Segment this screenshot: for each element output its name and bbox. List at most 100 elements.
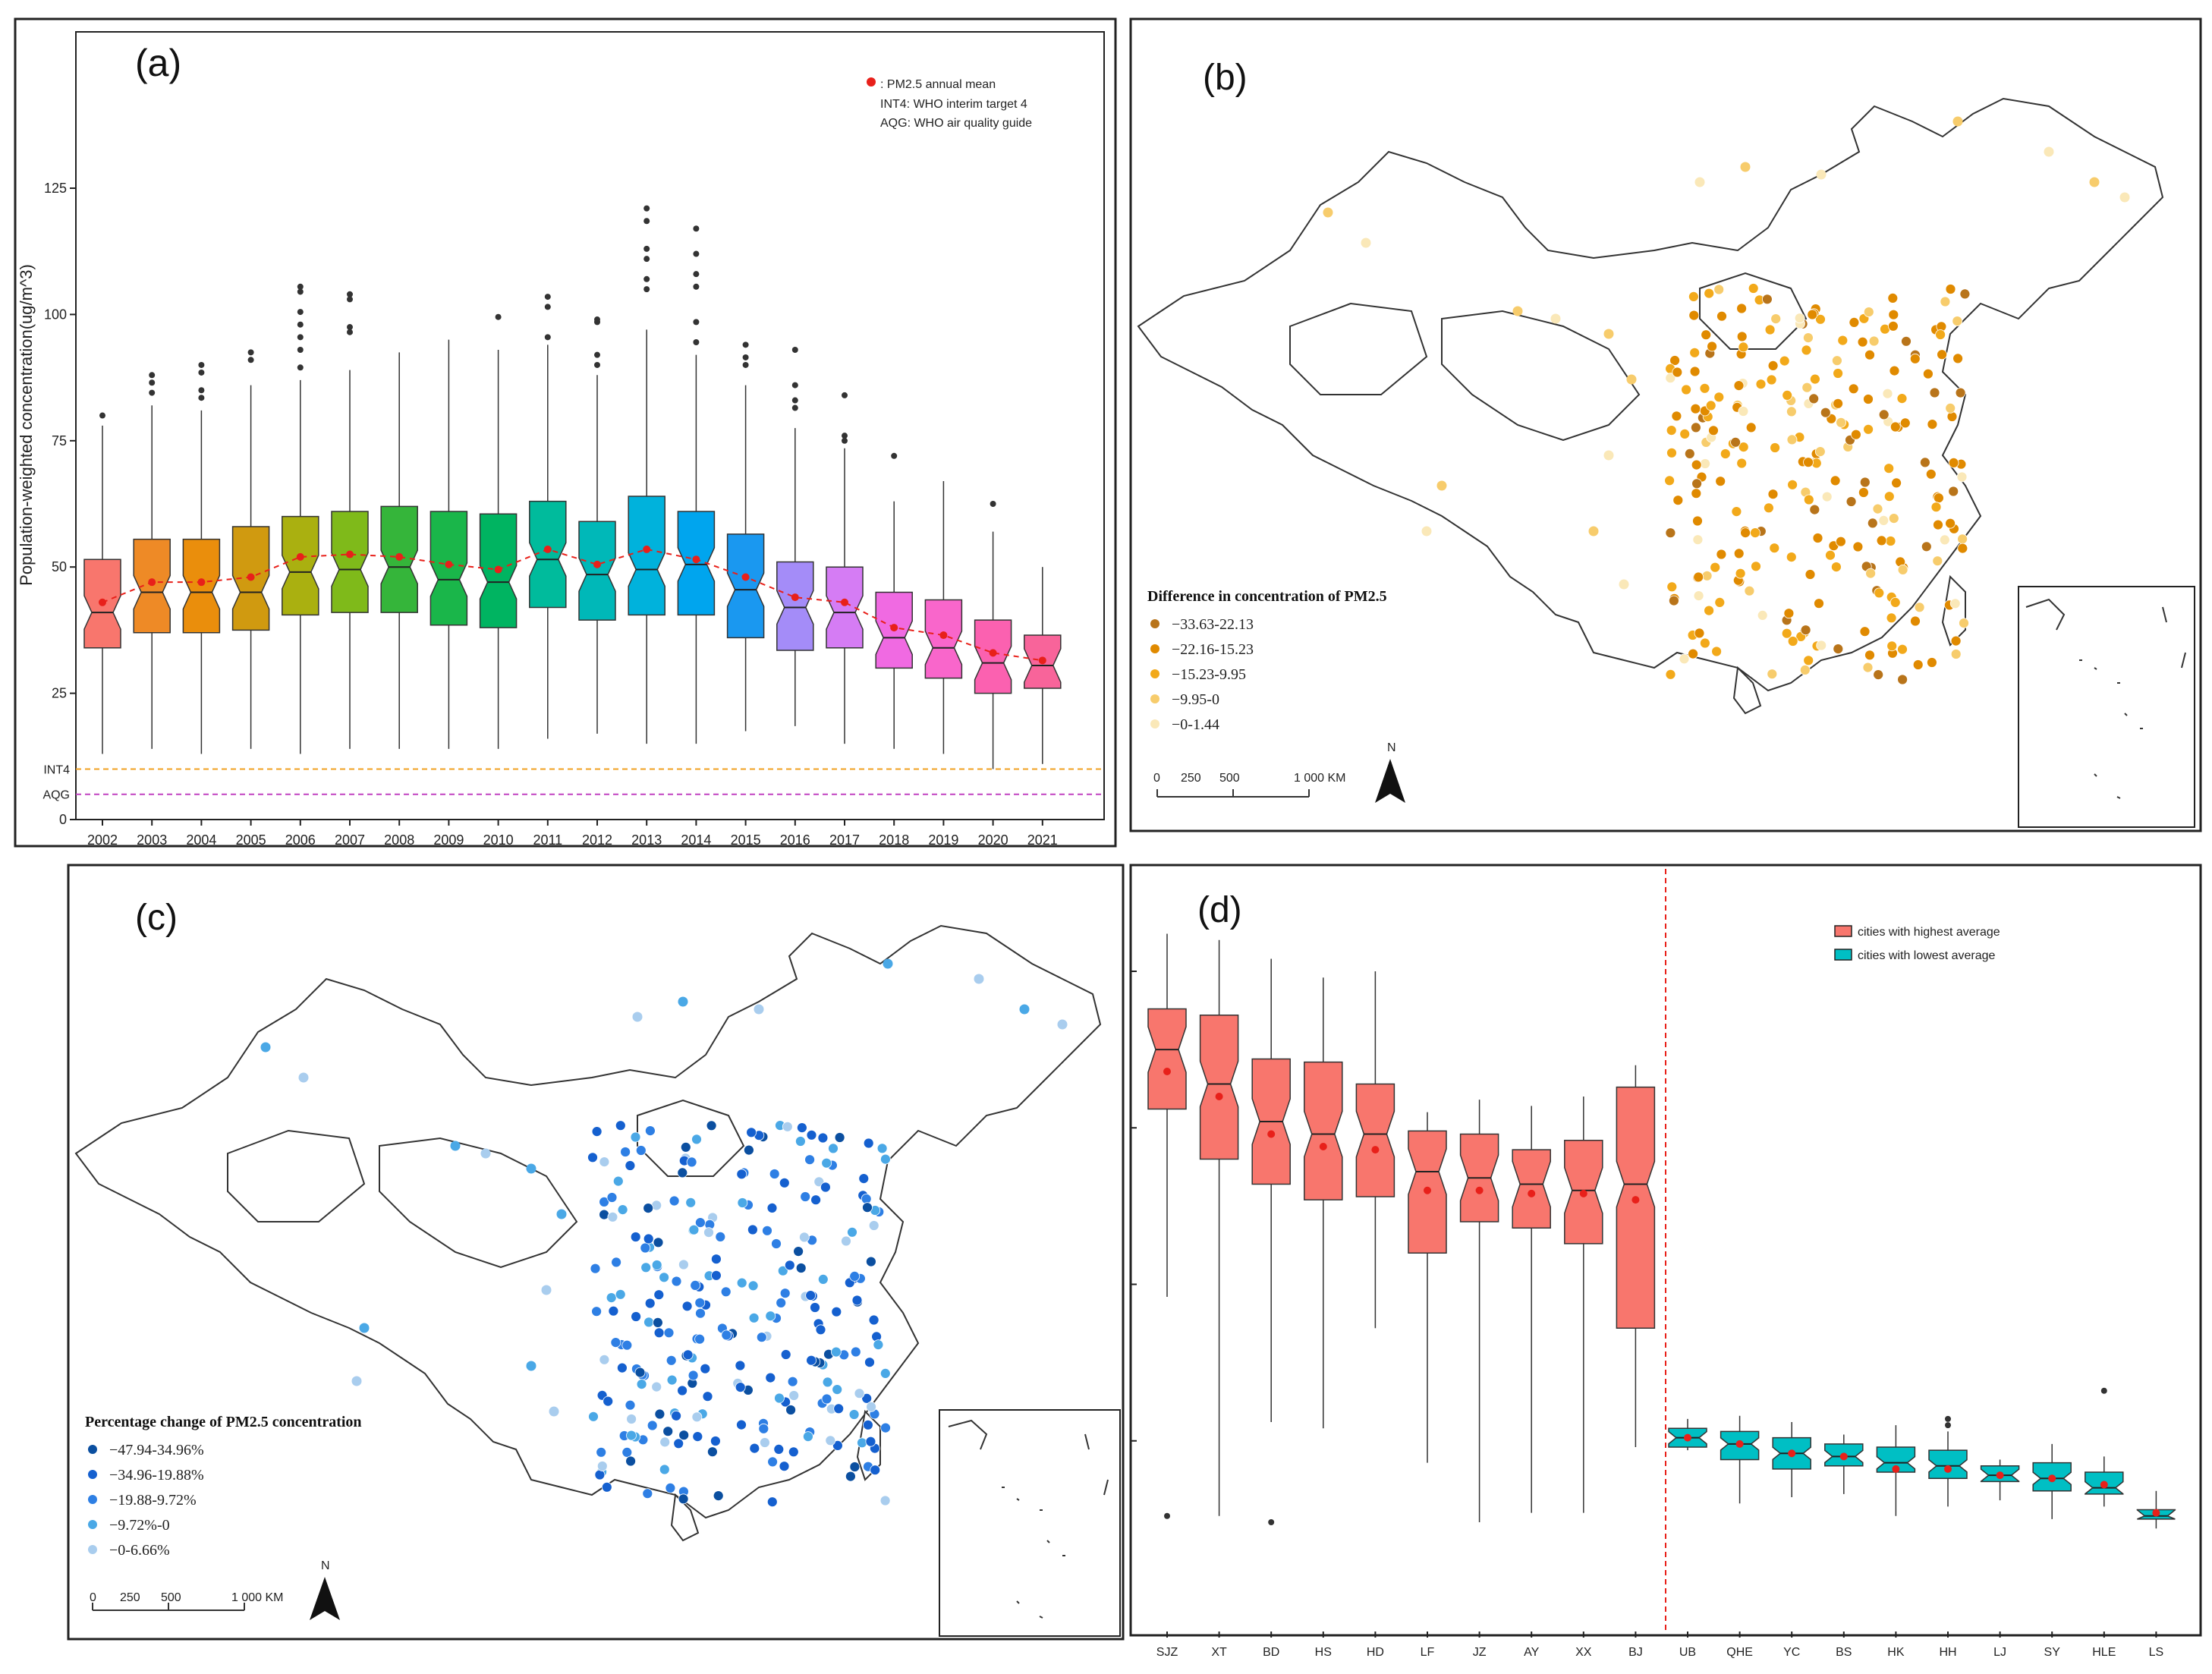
mean-point — [1996, 1471, 2004, 1480]
city-dot — [351, 1376, 362, 1386]
city-dot — [817, 1132, 829, 1144]
city-dot — [1713, 284, 1725, 295]
city-dot — [587, 1152, 598, 1163]
legend-class-dot — [1150, 644, 1159, 653]
city-dot — [1679, 429, 1691, 439]
city-dot — [450, 1141, 461, 1151]
city-dot — [677, 1385, 688, 1396]
box-body — [282, 515, 319, 616]
city-dot — [1883, 491, 1895, 502]
panel-a-mean-points — [99, 545, 1046, 665]
box-HK — [1876, 1425, 1916, 1516]
city-dot — [1665, 527, 1676, 539]
outlier-point — [891, 452, 898, 459]
city-dot — [1626, 374, 1637, 385]
city-dot — [758, 1423, 769, 1434]
city-dot — [851, 1295, 863, 1306]
outlier-point — [495, 313, 502, 320]
city-dot — [754, 1004, 764, 1015]
x-tick-label: HK — [1887, 1646, 1905, 1659]
city-dot — [601, 1481, 612, 1493]
city-dot — [833, 1403, 845, 1414]
x-tick-label: UB — [1679, 1646, 1696, 1659]
city-dot — [1057, 1019, 1068, 1030]
x-tick-label: HLE — [2092, 1646, 2116, 1659]
x-tick-label: 2011 — [533, 832, 562, 848]
mean-point — [989, 649, 997, 657]
city-dot — [736, 1419, 747, 1430]
city-dot — [1603, 450, 1614, 461]
mean-point — [99, 598, 106, 606]
city-dot — [1897, 643, 1908, 655]
city-dot — [1876, 535, 1887, 546]
city-dot — [1708, 425, 1719, 436]
city-dot — [1664, 475, 1676, 486]
city-dot — [645, 1125, 656, 1136]
city-dot — [720, 1286, 732, 1298]
city-dot — [793, 1246, 804, 1257]
panel-b-south-china-sea-inset — [2018, 586, 2195, 828]
legend-class-dot — [88, 1520, 97, 1529]
city-dot — [671, 1276, 682, 1287]
outlier-point — [742, 361, 749, 368]
city-dot — [1764, 324, 1776, 335]
city-dot — [1873, 669, 1884, 680]
city-dot — [642, 1488, 653, 1499]
city-dot — [630, 1131, 641, 1143]
city-dot — [634, 1367, 646, 1378]
city-dot — [1767, 489, 1779, 500]
city-dot — [1946, 411, 1958, 422]
city-dot — [1361, 238, 1371, 248]
outlier-point — [693, 225, 700, 232]
city-dot — [695, 1217, 706, 1228]
city-dot — [861, 1392, 873, 1404]
box-BS — [1824, 1434, 1864, 1494]
city-dot — [711, 1254, 722, 1265]
city-dot — [1671, 411, 1682, 422]
mean-point — [1839, 1452, 1848, 1461]
city-dot — [1959, 618, 1969, 628]
city-dot — [863, 1419, 873, 1430]
city-dot — [1957, 533, 1968, 545]
city-dot — [615, 1120, 626, 1131]
city-dot — [692, 1431, 703, 1442]
x-tick-label: HH — [1939, 1646, 1956, 1659]
mean-point — [1684, 1433, 1691, 1442]
outlier-point — [247, 349, 254, 356]
outlier-point — [347, 296, 353, 303]
city-dot — [1694, 177, 1705, 187]
city-dot — [1786, 434, 1798, 445]
outlier-point — [742, 354, 749, 360]
city-dot — [526, 1361, 536, 1371]
box-body — [1512, 1149, 1551, 1229]
mean-point — [890, 624, 898, 632]
outlier-point — [1164, 1512, 1170, 1519]
city-dot — [1803, 494, 1814, 505]
city-dot — [654, 1408, 665, 1420]
city-dot — [1896, 393, 1908, 404]
outlier-point — [990, 501, 996, 507]
city-dot — [1512, 306, 1523, 316]
outlier-point — [791, 382, 798, 389]
mean-point — [1579, 1189, 1587, 1197]
city-dot — [1945, 403, 1956, 414]
box-2012 — [578, 316, 616, 734]
legend-highest-swatch — [1834, 925, 1852, 937]
city-dot — [1781, 628, 1792, 639]
city-dot — [626, 1414, 637, 1424]
mean-point — [2100, 1480, 2108, 1489]
city-dot — [680, 1141, 691, 1153]
panel-a-boxplot: (a) Population-weighted concentration(ug… — [14, 17, 1117, 848]
city-dot — [1699, 637, 1710, 649]
city-dot — [1707, 341, 1718, 352]
city-dot — [1952, 353, 1964, 364]
city-dot — [1705, 400, 1716, 411]
city-dot — [782, 1121, 793, 1132]
city-dot — [610, 1337, 621, 1348]
city-dot — [879, 1368, 891, 1379]
city-dot — [1701, 570, 1713, 581]
city-dot — [847, 1226, 857, 1238]
city-dot — [1945, 284, 1956, 294]
city-dot — [1885, 536, 1896, 546]
scale-b-1000: 1 000 KM — [1294, 772, 1345, 785]
